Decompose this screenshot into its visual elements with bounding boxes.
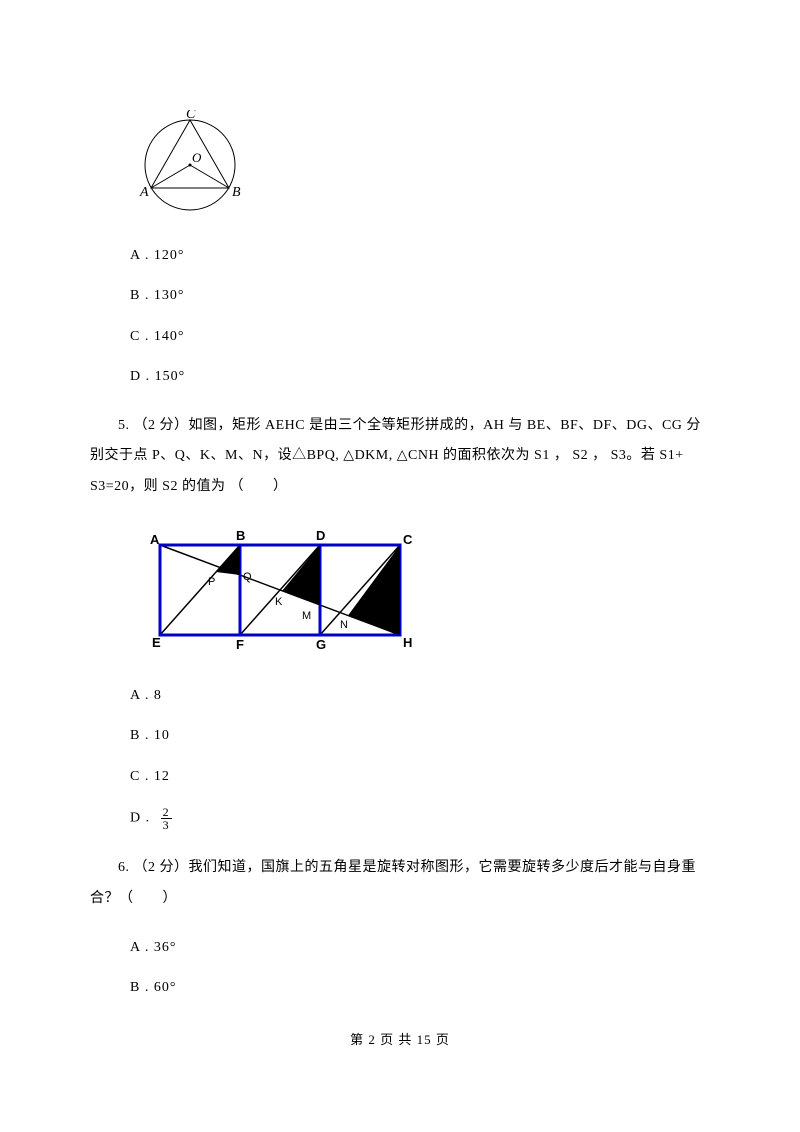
fraction-icon: 2 3 [161,806,172,831]
label-M: M [302,610,311,622]
question-5: 5. （2 分）如图，矩形 AEHC 是由三个全等矩形拼成的，AH 与 BE、B… [90,411,710,503]
label-P: P [208,576,215,588]
label-Q: Q [243,571,252,583]
label-G2: G [316,637,326,652]
q4-option-B: B . 130° [130,285,710,307]
label-A: A [139,185,149,200]
label-A2: A [150,532,160,547]
q5-option-B: B . 10 [130,725,710,747]
label-D2: D [316,528,325,543]
question-6: 6. （2 分）我们知道，国旗上的五角星是旋转对称图形，它需要旋转多少度后才能与… [90,853,710,915]
q5-option-A: A . 8 [130,685,710,707]
figure-circle-triangle: A B C O [130,110,710,225]
q4-option-D: D . 150° [130,366,710,388]
circle-triangle-svg: A B C O [130,110,260,225]
figure-three-rectangles: A B D C E F G H P Q K M N [130,525,710,665]
q4-option-A: A . 120° [130,245,710,267]
q6-option-B: B . 60° [130,977,710,999]
label-N: N [340,619,348,631]
label-H2: H [403,635,412,650]
label-C: C [186,110,196,122]
label-B: B [232,185,241,200]
label-O: O [192,150,202,165]
label-C2: C [403,532,413,547]
rect-svg: A B D C E F G H P Q K M N [130,525,430,665]
label-E2: E [152,635,161,650]
label-F2: F [236,637,244,652]
q4-option-C: C . 140° [130,326,710,348]
q6-option-A: A . 36° [130,937,710,959]
q5-option-C: C . 12 [130,766,710,788]
label-K: K [275,596,283,608]
q5-option-D: D . 2 3 [130,806,710,831]
label-B2: B [236,528,245,543]
page-footer: 第 2 页 共 15 页 [90,1030,710,1051]
frac-den: 3 [161,819,172,831]
q5-option-D-prefix: D . [130,811,155,826]
